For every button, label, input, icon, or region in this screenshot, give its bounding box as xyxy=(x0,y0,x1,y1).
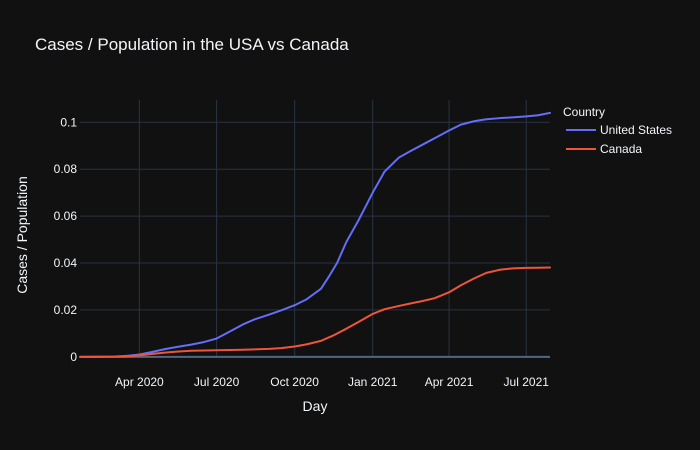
x-axis-title: Day xyxy=(303,398,328,414)
legend-title: Country xyxy=(563,105,605,119)
grid xyxy=(80,100,550,358)
x-tick-label: Oct 2020 xyxy=(270,375,319,389)
legend-label: United States xyxy=(600,123,672,137)
y-axis-title: Cases / Population xyxy=(14,176,30,294)
y-axis-ticks: 0 0.02 0.04 0.06 0.08 0.1 xyxy=(54,115,78,364)
y-tick-label: 0.02 xyxy=(54,303,78,317)
y-tick-label: 0.1 xyxy=(60,115,77,129)
y-tick-label: 0.04 xyxy=(54,256,78,270)
x-tick-label: Apr 2021 xyxy=(425,375,474,389)
y-tick-label: 0 xyxy=(70,350,77,364)
legend-label: Canada xyxy=(600,142,642,156)
x-tick-label: Jul 2020 xyxy=(194,375,240,389)
chart-title: Cases / Population in the USA vs Canada xyxy=(35,35,349,54)
series-layer xyxy=(79,111,551,358)
legend-item-canada[interactable]: Canada xyxy=(566,142,642,156)
series-line-united-states xyxy=(79,111,551,358)
y-tick-label: 0.08 xyxy=(54,162,78,176)
x-tick-label: Jan 2021 xyxy=(348,375,398,389)
y-tick-label: 0.06 xyxy=(54,209,78,223)
legend: Country United States Canada xyxy=(563,105,672,156)
x-tick-label: Apr 2020 xyxy=(115,375,164,389)
legend-item-united-states[interactable]: United States xyxy=(566,123,672,137)
x-axis-ticks: Apr 2020 Jul 2020 Oct 2020 Jan 2021 Apr 2021… xyxy=(115,375,549,389)
x-tick-label: Jul 2021 xyxy=(504,375,550,389)
series-line-canada xyxy=(79,266,551,358)
legend-items: United States Canada xyxy=(566,123,672,156)
